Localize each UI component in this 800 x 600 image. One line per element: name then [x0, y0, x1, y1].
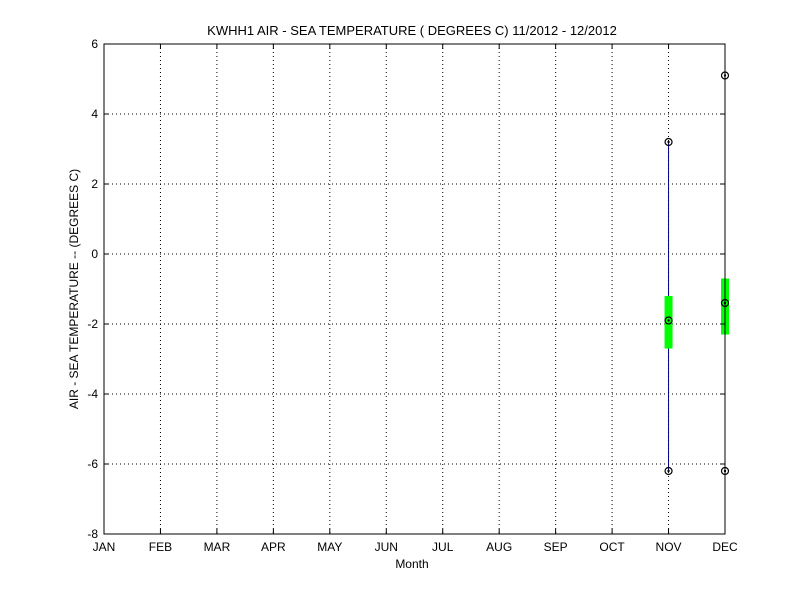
median-marker	[664, 316, 673, 325]
x-tick-label: NOV	[656, 540, 682, 554]
max-marker	[664, 137, 673, 147]
x-tick-label: APR	[261, 540, 286, 554]
x-tick-label: DEC	[712, 540, 738, 554]
median-marker-dot	[667, 319, 670, 322]
x-axis-label: Month	[395, 557, 428, 571]
x-tick-label: JUN	[375, 540, 398, 554]
y-axis-label: AIR - SEA TEMPERATURE -- (DEGREES C)	[67, 169, 81, 409]
x-tick-label: AUG	[486, 540, 512, 554]
x-tick-label: MAY	[317, 540, 342, 554]
y-tick-label: -4	[87, 387, 98, 401]
x-tick-label: FEB	[149, 540, 172, 554]
chart-title: KWHH1 AIR - SEA TEMPERATURE ( DEGREES C)…	[207, 23, 617, 38]
y-tick-label: -2	[87, 317, 98, 331]
x-tick-label: JUL	[432, 540, 454, 554]
plot-frame	[103, 43, 726, 535]
x-tick-label: MAR	[204, 540, 231, 554]
box-iqr	[664, 296, 673, 349]
x-tick-label: OCT	[599, 540, 625, 554]
y-tick-label: 0	[91, 247, 98, 261]
y-tick-label: 2	[91, 177, 98, 191]
y-tick-label: -6	[87, 457, 98, 471]
y-tick-label: -8	[87, 527, 98, 541]
max-marker-dot	[667, 140, 670, 144]
min-marker-dot	[667, 469, 670, 473]
min-marker	[664, 466, 673, 476]
x-tick-label: JAN	[93, 540, 116, 554]
x-tick-label: SEP	[544, 540, 568, 554]
y-tick-label: 4	[91, 107, 98, 121]
y-tick-label: 6	[91, 37, 98, 51]
